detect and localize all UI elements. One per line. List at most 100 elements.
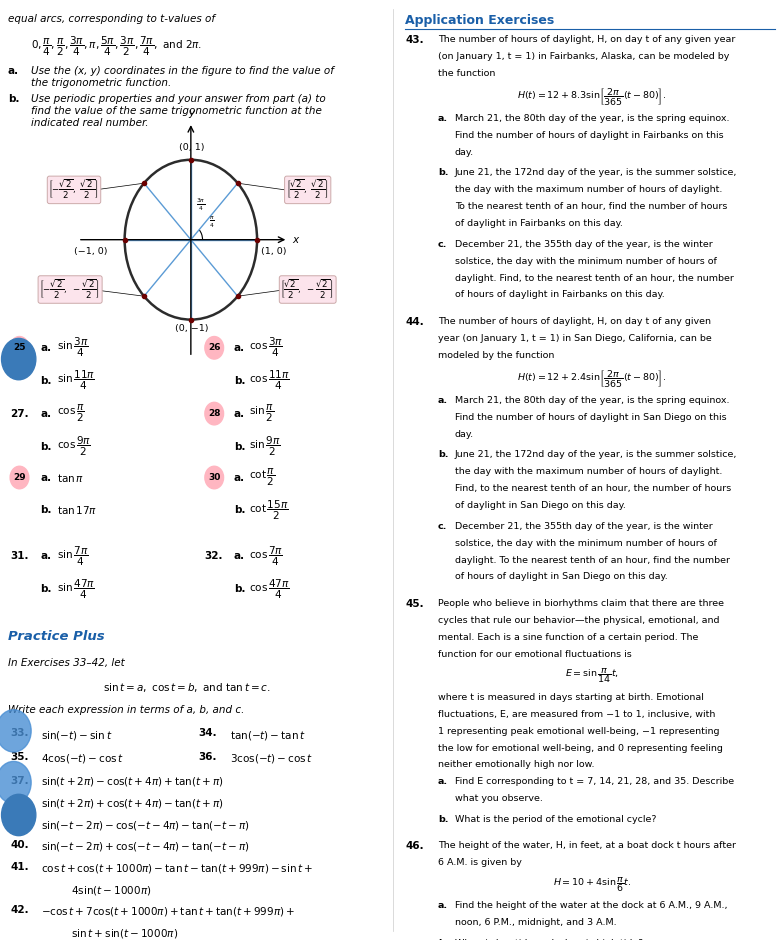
Text: $4\cos(-t) - \cos t$: $4\cos(-t) - \cos t$: [41, 752, 124, 765]
Circle shape: [0, 710, 31, 752]
Text: x: x: [292, 235, 298, 244]
Text: mental. Each is a sine function of a certain period. The: mental. Each is a sine function of a cer…: [438, 633, 698, 642]
Text: b.: b.: [41, 585, 52, 594]
Text: b.: b.: [234, 376, 245, 385]
Text: $\frac{3\pi}{4}$: $\frac{3\pi}{4}$: [196, 197, 206, 213]
Text: $E = \sin\dfrac{\pi}{14}t,$: $E = \sin\dfrac{\pi}{14}t,$: [565, 666, 619, 685]
Circle shape: [0, 761, 31, 804]
Text: b.: b.: [438, 168, 448, 178]
Text: where t is measured in days starting at birth. Emotional: where t is measured in days starting at …: [438, 693, 703, 702]
Text: 42.: 42.: [10, 905, 29, 916]
Text: $\sin(t+2\pi) + \cos(t+4\pi) - \tan(t+\pi)$: $\sin(t+2\pi) + \cos(t+4\pi) - \tan(t+\p…: [41, 797, 223, 810]
Text: of hours of daylight in Fairbanks on this day.: of hours of daylight in Fairbanks on thi…: [455, 290, 664, 300]
Circle shape: [205, 402, 224, 425]
Text: $H = 10 + 4\sin\dfrac{\pi}{6}t.$: $H = 10 + 4\sin\dfrac{\pi}{6}t.$: [552, 875, 632, 894]
Text: Application Exercises: Application Exercises: [405, 14, 555, 27]
Text: $\sin\dfrac{11\pi}{4}$: $\sin\dfrac{11\pi}{4}$: [57, 369, 95, 392]
Text: the day with the maximum number of hours of daylight.: the day with the maximum number of hours…: [455, 467, 722, 477]
Text: $\cos\dfrac{7\pi}{4}$: $\cos\dfrac{7\pi}{4}$: [249, 545, 284, 568]
Text: June 21, the 172nd day of the year, is the summer solstice,: June 21, the 172nd day of the year, is t…: [455, 450, 737, 460]
Text: b.: b.: [234, 585, 245, 594]
Text: $\!\left[-\dfrac{\sqrt{2}}{2},\ -\dfrac{\sqrt{2}}{2}\right]$: $\!\left[-\dfrac{\sqrt{2}}{2},\ -\dfrac{…: [41, 278, 100, 301]
Circle shape: [2, 794, 36, 836]
Text: b.: b.: [438, 450, 448, 460]
Text: $\!\left[\dfrac{\sqrt{2}}{2},\ \dfrac{\sqrt{2}}{2}\right]$: $\!\left[\dfrac{\sqrt{2}}{2},\ \dfrac{\s…: [287, 179, 329, 201]
Text: To the nearest tenth of an hour, find the number of hours: To the nearest tenth of an hour, find th…: [455, 202, 728, 212]
Text: $\cos\dfrac{9\pi}{2}$: $\cos\dfrac{9\pi}{2}$: [57, 435, 91, 458]
Text: of hours of daylight in San Diego on this day.: of hours of daylight in San Diego on thi…: [455, 572, 668, 582]
Text: The number of hours of daylight, H, on day t of any given: The number of hours of daylight, H, on d…: [438, 317, 710, 326]
Text: 34.: 34.: [199, 728, 217, 739]
Text: a.: a.: [234, 552, 245, 561]
Text: fluctuations, E, are measured from −1 to 1, inclusive, with: fluctuations, E, are measured from −1 to…: [438, 710, 715, 719]
Text: 33.: 33.: [10, 728, 29, 739]
Text: $\cos\dfrac{47\pi}{4}$: $\cos\dfrac{47\pi}{4}$: [249, 578, 290, 601]
Text: equal arcs, corresponding to t-values of: equal arcs, corresponding to t-values of: [8, 14, 215, 24]
Text: 32.: 32.: [204, 552, 223, 561]
Text: People who believe in biorhythms claim that there are three: People who believe in biorhythms claim t…: [438, 599, 724, 608]
Text: $\sin\dfrac{9\pi}{2}$: $\sin\dfrac{9\pi}{2}$: [249, 435, 280, 458]
Text: solstice, the day with the minimum number of hours of: solstice, the day with the minimum numbe…: [455, 257, 717, 266]
Text: December 21, the 355th day of the year, is the winter: December 21, the 355th day of the year, …: [455, 522, 713, 531]
Text: what you observe.: what you observe.: [455, 794, 543, 804]
Text: (on January 1, t = 1) in Fairbanks, Alaska, can be modeled by: (on January 1, t = 1) in Fairbanks, Alas…: [438, 52, 729, 61]
Text: 26: 26: [208, 343, 220, 352]
Text: a.: a.: [8, 66, 19, 76]
Text: a.: a.: [41, 409, 51, 418]
Text: 44.: 44.: [405, 317, 424, 327]
Text: 39.: 39.: [10, 819, 29, 829]
Text: $H(t) = 12 + 2.4\sin\!\left[\dfrac{2\pi}{365}(t-80)\right].$: $H(t) = 12 + 2.4\sin\!\left[\dfrac{2\pi}…: [517, 368, 667, 388]
Text: 37.: 37.: [10, 776, 29, 786]
Text: daylight. To the nearest tenth of an hour, find the number: daylight. To the nearest tenth of an hou…: [455, 556, 730, 565]
Circle shape: [2, 338, 36, 380]
Text: Find, to the nearest tenth of an hour, the number of hours: Find, to the nearest tenth of an hour, t…: [455, 484, 731, 494]
Text: c.: c.: [438, 522, 447, 531]
Text: $\!\left[-\dfrac{\sqrt{2}}{2},\ \dfrac{\sqrt{2}}{2}\right]$: $\!\left[-\dfrac{\sqrt{2}}{2},\ \dfrac{\…: [49, 179, 99, 201]
Text: b.: b.: [8, 94, 19, 104]
Text: $\sin(-t-2\pi) - \cos(-t-4\pi) - \tan(-t-\pi)$: $\sin(-t-2\pi) - \cos(-t-4\pi) - \tan(-t…: [41, 819, 249, 832]
Text: $\cot\dfrac{\pi}{2}$: $\cot\dfrac{\pi}{2}$: [249, 467, 276, 488]
Text: (0, −1): (0, −1): [174, 324, 209, 334]
Text: a.: a.: [41, 552, 51, 561]
Text: the low for emotional well-being, and 0 representing feeling: the low for emotional well-being, and 0 …: [438, 744, 723, 753]
Text: 41.: 41.: [10, 862, 29, 872]
Circle shape: [10, 337, 29, 359]
Text: neither emotionally high nor low.: neither emotionally high nor low.: [438, 760, 594, 770]
Text: $\sin\dfrac{3\pi}{4}$: $\sin\dfrac{3\pi}{4}$: [57, 337, 88, 359]
Text: 1 representing peak emotional well-being, −1 representing: 1 representing peak emotional well-being…: [438, 727, 719, 736]
Text: $\!\left[\dfrac{\sqrt{2}}{2},\ -\dfrac{\sqrt{2}}{2}\right]$: $\!\left[\dfrac{\sqrt{2}}{2},\ -\dfrac{\…: [281, 278, 334, 301]
Text: 6 A.M. is given by: 6 A.M. is given by: [438, 858, 522, 868]
Text: $\frac{\pi}{4}$: $\frac{\pi}{4}$: [209, 215, 215, 230]
Text: $\tan 17\pi$: $\tan 17\pi$: [57, 505, 97, 516]
Text: $\sin(-t) - \sin t$: $\sin(-t) - \sin t$: [41, 728, 112, 742]
Text: The height of the water, H, in feet, at a boat dock t hours after: The height of the water, H, in feet, at …: [438, 841, 736, 851]
Text: $\sin(t+2\pi) - \cos(t+4\pi) + \tan(t+\pi)$: $\sin(t+2\pi) - \cos(t+4\pi) + \tan(t+\p…: [41, 776, 223, 789]
Text: a.: a.: [438, 901, 448, 911]
Text: $\sin\dfrac{\pi}{2}$: $\sin\dfrac{\pi}{2}$: [249, 403, 274, 424]
Text: $3\cos(-t) - \cos t$: $3\cos(-t) - \cos t$: [230, 752, 313, 765]
Text: Find the number of hours of daylight in San Diego on this: Find the number of hours of daylight in …: [455, 413, 727, 422]
Text: daylight. Find, to the nearest tenth of an hour, the number: daylight. Find, to the nearest tenth of …: [455, 274, 734, 283]
Text: the function: the function: [438, 69, 495, 78]
Text: modeled by the function: modeled by the function: [438, 351, 554, 360]
Text: $-\cos t + 7\cos(t+1000\pi) + \tan t + \tan(t+999\pi) +$: $-\cos t + 7\cos(t+1000\pi) + \tan t + \…: [41, 905, 294, 918]
Text: 40.: 40.: [10, 840, 29, 851]
Text: The number of hours of daylight, H, on day t of any given year: The number of hours of daylight, H, on d…: [438, 35, 735, 44]
Text: day.: day.: [455, 430, 474, 439]
Text: Use the (x, y) coordinates in the figure to find the value of: Use the (x, y) coordinates in the figure…: [31, 66, 334, 76]
Text: Find E corresponding to t = 7, 14, 21, 28, and 35. Describe: Find E corresponding to t = 7, 14, 21, 2…: [455, 777, 734, 787]
Text: a.: a.: [41, 473, 51, 482]
Text: 45.: 45.: [405, 599, 424, 609]
Text: function for our emotional fluctuations is: function for our emotional fluctuations …: [438, 650, 632, 659]
Text: March 21, the 80th day of the year, is the spring equinox.: March 21, the 80th day of the year, is t…: [455, 114, 729, 123]
Text: $\quad\quad\quad 4\sin(t-1000\pi)$: $\quad\quad\quad 4\sin(t-1000\pi)$: [41, 884, 151, 897]
Text: $\cos t + \cos(t+1000\pi) - \tan t - \tan(t+999\pi) - \sin t +$: $\cos t + \cos(t+1000\pi) - \tan t - \ta…: [41, 862, 312, 875]
Text: noon, 6 P.M., midnight, and 3 A.M.: noon, 6 P.M., midnight, and 3 A.M.: [455, 918, 616, 928]
Text: What is the period of the emotional cycle?: What is the period of the emotional cycl…: [455, 815, 657, 824]
Text: 29: 29: [13, 473, 26, 482]
Text: the day with the maximum number of hours of daylight.: the day with the maximum number of hours…: [455, 185, 722, 195]
Text: c.: c.: [438, 240, 447, 249]
Text: Use periodic properties and your answer from part (a) to: Use periodic properties and your answer …: [31, 94, 326, 104]
Text: Find the height of the water at the dock at 6 A.M., 9 A.M.,: Find the height of the water at the dock…: [455, 901, 728, 911]
Text: day.: day.: [455, 148, 474, 157]
